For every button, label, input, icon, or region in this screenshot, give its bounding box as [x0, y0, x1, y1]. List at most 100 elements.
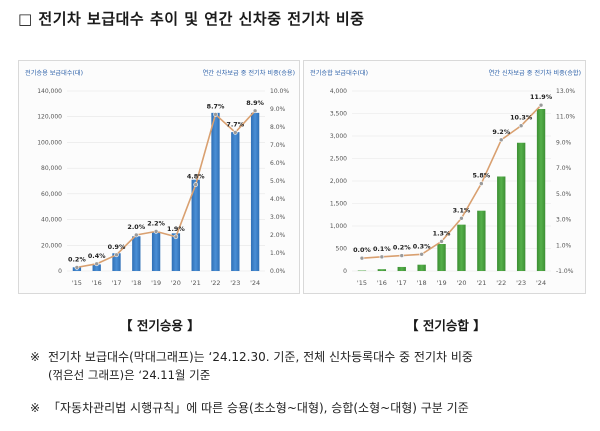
- y-tick-label: 40,000: [41, 217, 62, 224]
- line-point: [94, 261, 99, 267]
- x-tick-label: '18: [131, 279, 141, 287]
- footnote-1-line-1: 전기차 보급대수(막대그래프)는 ‘24.12.30. 기준, 전체 신차등록대…: [48, 350, 473, 364]
- bar: [457, 224, 466, 271]
- y2-tick-label: -1.0%: [556, 268, 574, 275]
- page-title: □ 전기차 보급대수 추이 및 연간 신차중 전기차 비중: [18, 10, 365, 28]
- right-axis-label: 연간 신차보급 중 전기차 비중(승합): [489, 69, 581, 77]
- data-label: 0.0%: [353, 246, 371, 254]
- data-label: 4.8%: [187, 173, 205, 181]
- y2-tick-label: 5.0%: [270, 178, 286, 185]
- y2-tick-label: 3.0%: [556, 217, 572, 224]
- left-axis-label: 전기승용 보급대수(대): [25, 69, 83, 77]
- y-tick-label: 2,500: [330, 156, 347, 163]
- bar: [231, 132, 240, 271]
- x-tick-label: '19: [151, 279, 161, 287]
- line-point: [459, 215, 464, 221]
- x-tick-label: '20: [456, 279, 466, 287]
- x-tick-label: '24: [536, 279, 546, 287]
- y-tick-label: 20,000: [41, 242, 62, 249]
- y-tick-label: 2,000: [330, 178, 347, 185]
- bus-ev-chart: 전기승합 보급대수(대) 연간 신차보급 중 전기차 비중(승합) 0 500 1,00…: [310, 69, 581, 287]
- footnote-1: ※ 전기차 보급대수(막대그래프)는 ‘24.12.30. 기준, 전체 신차등록…: [30, 348, 473, 384]
- x-tick-label: '21: [476, 279, 486, 287]
- bar: [250, 112, 260, 271]
- passenger-ev-chart-panel: 전기승용 보급대수(대) 연간 신차보급 중 전기차 비중(승용) 0 20,000 4…: [18, 60, 300, 294]
- x-tick-label: '24: [250, 279, 260, 287]
- y2-tick-label: 1.0%: [556, 242, 572, 249]
- line-point: [399, 253, 405, 258]
- y-tick-label: 4,000: [330, 88, 347, 95]
- y2-tick-label: 3.0%: [270, 214, 286, 221]
- line-point: [153, 229, 159, 234]
- y-tick-label: 500: [336, 246, 348, 253]
- bar: [516, 142, 526, 271]
- y2-tick-label: 2.0%: [270, 232, 286, 239]
- data-label: 0.2%: [68, 255, 86, 263]
- footnote-2-line-1: 「자동차관리법 시행규칙」에 따른 승용(초소형~대형), 승합(소형~대형) …: [48, 401, 469, 415]
- line-point: [193, 182, 198, 187]
- x-tick-label: '16: [92, 279, 102, 287]
- data-label: 0.9%: [108, 243, 126, 251]
- y2-tick-label: 6.0%: [270, 160, 286, 167]
- line-point: [379, 254, 385, 260]
- bus-ev-chart-panel: 전기승합 보급대수(대) 연간 신차보급 중 전기차 비중(승합) 0 500 1,00…: [303, 60, 586, 294]
- data-label: 1.9%: [167, 225, 185, 233]
- bar: [377, 269, 387, 271]
- passenger-ev-chart: 전기승용 보급대수(대) 연간 신차보급 중 전기차 비중(승용) 0 20,000 4…: [25, 69, 295, 287]
- y2-tick-label: 5.0%: [556, 191, 572, 198]
- footnote-2: ※ 「자동차관리법 시행규칙」에 따른 승용(초소형~대형), 승합(소형~대형)…: [30, 399, 469, 417]
- share-line: [76, 110, 256, 269]
- y2-tick-label: 9.0%: [270, 106, 286, 113]
- bar: [437, 244, 446, 271]
- x-tick-label: '19: [437, 279, 447, 287]
- data-label: 8.7%: [207, 102, 225, 110]
- x-tick-label: '23: [516, 279, 526, 287]
- line-point: [479, 181, 484, 186]
- y-tick-label: 3,500: [330, 111, 347, 118]
- y-tick-label: 0: [343, 268, 347, 275]
- bar: [397, 266, 406, 271]
- bar: [132, 236, 141, 271]
- data-label: 5.8%: [472, 172, 490, 180]
- bar: [191, 179, 200, 271]
- x-tick-label: '18: [417, 279, 427, 287]
- data-label: 2.2%: [147, 219, 165, 227]
- y-tick-label: 120,000: [37, 114, 62, 121]
- y-tick-label: 100,000: [37, 139, 62, 146]
- bar: [417, 264, 426, 271]
- data-label: 9.2%: [492, 128, 510, 136]
- x-tick-label: '23: [230, 279, 240, 287]
- bar: [151, 232, 161, 271]
- line-point: [134, 232, 139, 238]
- line-point: [233, 130, 238, 135]
- y-tick-label: 1,500: [330, 201, 347, 208]
- bar: [536, 109, 546, 271]
- x-tick-label: '21: [191, 279, 201, 287]
- right-axis-label: 연간 신차보급 중 전기차 비중(승용): [203, 69, 295, 77]
- y2-tick-label: 8.0%: [270, 124, 286, 131]
- data-label: 0.1%: [373, 245, 391, 253]
- line-point: [518, 123, 524, 129]
- data-label: 0.4%: [88, 252, 106, 260]
- y2-tick-label: 10.0%: [270, 88, 289, 95]
- bar: [92, 264, 101, 271]
- y-tick-label: 60,000: [41, 191, 62, 198]
- bar: [477, 210, 486, 271]
- note-mark: ※: [30, 401, 41, 415]
- line-point: [439, 239, 444, 244]
- y2-tick-label: 13.0%: [556, 88, 575, 95]
- y2-tick-label: 1.0%: [270, 250, 286, 257]
- data-label: 1.3%: [433, 229, 451, 237]
- y-tick-label: 80,000: [41, 165, 62, 172]
- data-label: 10.3%: [510, 114, 533, 122]
- data-label: 7.7%: [226, 120, 244, 128]
- x-tick-label: '22: [210, 279, 220, 287]
- x-tick-label: '16: [377, 279, 387, 287]
- left-axis-label: 전기승합 보급대수(대): [310, 69, 368, 77]
- data-label: 8.9%: [246, 99, 264, 107]
- passenger-chart-caption: 【 전기승용 】: [120, 318, 200, 333]
- y-tick-label: 1,000: [330, 223, 347, 230]
- line-point: [74, 265, 80, 270]
- x-tick-label: '22: [496, 279, 506, 287]
- line-point: [114, 252, 119, 258]
